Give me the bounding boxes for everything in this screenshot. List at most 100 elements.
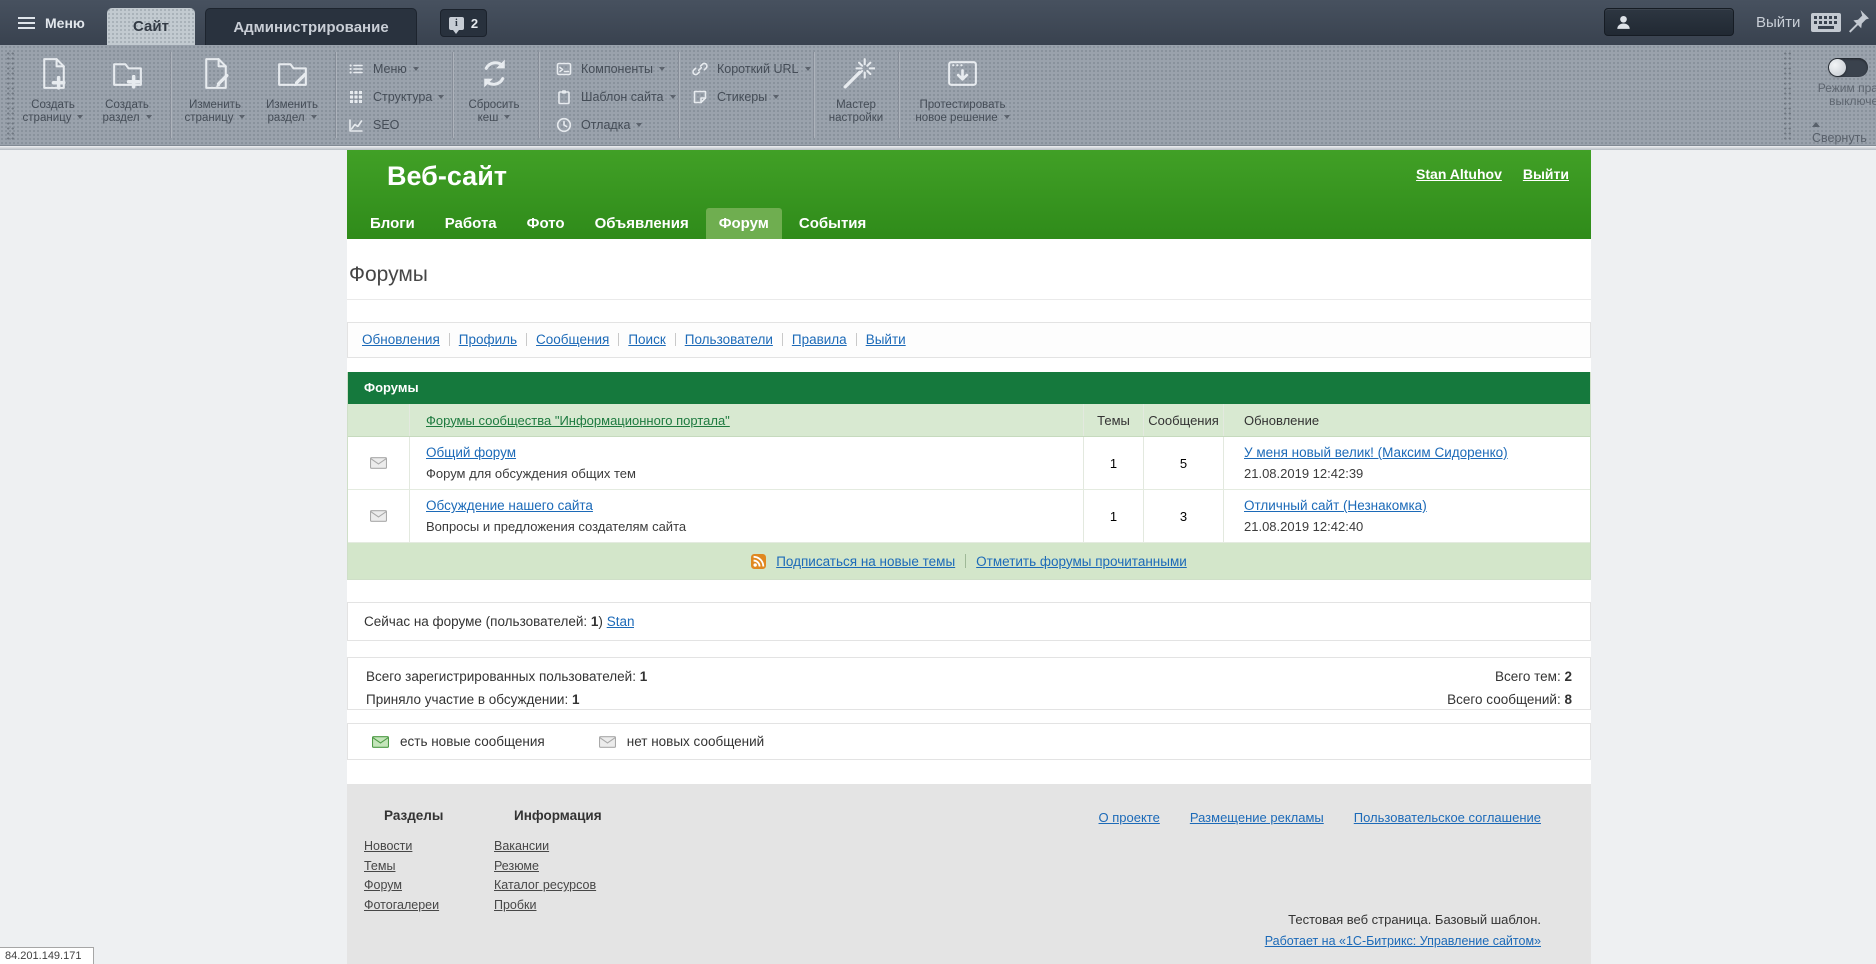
magic-wand-icon: [843, 58, 875, 89]
subscribe-link[interactable]: Подписаться на новые темы: [776, 553, 956, 569]
toolbar-item-short-url[interactable]: Короткий URL: [692, 55, 811, 83]
site-user-link[interactable]: Stan Altuhov: [1416, 166, 1502, 182]
item-label: Короткий URL: [717, 62, 799, 76]
envelope-no-new-icon: [370, 510, 387, 522]
nav-item-forum[interactable]: Форум: [705, 208, 782, 239]
footer-link-agreement[interactable]: Пользовательское соглашение: [1353, 810, 1541, 825]
edit-section-button[interactable]: Изменить раздел: [253, 52, 331, 125]
setup-wizard-button[interactable]: Мастер настройки: [815, 52, 897, 125]
mark-read-link[interactable]: Отметить форумы прочитанными: [976, 553, 1187, 569]
page-title: Форумы: [349, 263, 428, 286]
forum-menu-profile[interactable]: Профиль: [458, 332, 518, 347]
footer-top-links: О проекте Размещение рекламы Пользовател…: [1099, 810, 1541, 825]
stat-value: 8: [1564, 692, 1572, 707]
topics-cell: 1: [1084, 490, 1144, 542]
toolbar-drag-handle[interactable]: [1783, 51, 1792, 140]
toolbar-item-site-template[interactable]: Шаблон сайта: [556, 83, 676, 111]
footer-column-title: Разделы: [384, 808, 444, 823]
toolbar-item-stickers[interactable]: Стикеры: [692, 83, 811, 111]
footer-link-news[interactable]: Новости: [364, 839, 413, 853]
test-solution-button[interactable]: Протестировать новое решение: [900, 52, 1025, 125]
site-header: Веб-сайт Stan Altuhov Выйти Блоги Работа…: [347, 150, 1591, 239]
tab-admin[interactable]: Администрирование: [205, 8, 417, 45]
toolbar-item-structure[interactable]: Структура: [348, 83, 445, 111]
forum-link[interactable]: Обсуждение нашего сайта: [426, 498, 593, 513]
reset-cache-button[interactable]: Сбросить кеш: [455, 52, 533, 125]
collapse-toolbar-button[interactable]: Свернуть: [1812, 117, 1876, 145]
gauge-icon: [556, 117, 572, 133]
footer-link-resume[interactable]: Резюме: [494, 858, 539, 873]
toolbar-item-seo[interactable]: SEO: [348, 111, 444, 139]
footer-link-traffic[interactable]: Пробки: [494, 897, 537, 912]
column-header-update: Обновление: [1244, 412, 1320, 428]
tab-site[interactable]: Сайт: [107, 8, 195, 45]
main-menu-button[interactable]: Меню: [18, 0, 85, 45]
pin-icon[interactable]: [1846, 9, 1870, 35]
online-users-box: Сейчас на форуме (пользователей: 1) Stan: [347, 602, 1591, 641]
footer-info-column: Информация Вакансии Резюме Каталог ресур…: [494, 808, 602, 915]
folder-edit-icon: [277, 63, 307, 87]
toolbar-item-components[interactable]: Компоненты: [556, 55, 676, 83]
footer-link-galleries[interactable]: Фотогалереи: [364, 897, 440, 912]
footer-link-about[interactable]: О проекте: [1098, 810, 1160, 825]
forum-group-link[interactable]: Форумы сообщества "Информационного порта…: [426, 412, 730, 428]
site-footer: Разделы Новости Темы Форум Фотогалереи И…: [347, 784, 1591, 964]
forum-link[interactable]: Общий форум: [426, 445, 517, 460]
button-label: новое решение: [915, 112, 998, 124]
create-section-button[interactable]: Создать раздел: [88, 52, 166, 125]
nav-item-events[interactable]: События: [798, 215, 867, 232]
keyboard-icon[interactable]: [1810, 12, 1842, 33]
admin-toolbar: Создать страницу Создать раздел Изменить…: [0, 45, 1876, 150]
forum-menu-users[interactable]: Пользователи: [684, 332, 773, 347]
forum-description: Форум для обсуждения общих тем: [426, 466, 636, 481]
edit-page-button[interactable]: Изменить страницу: [176, 52, 254, 125]
footer-link-forum[interactable]: Форум: [364, 878, 402, 892]
toolbar-separator: [813, 52, 815, 138]
forum-menu-messages[interactable]: Сообщения: [536, 332, 610, 347]
footer-link-vacancies[interactable]: Вакансии: [494, 839, 550, 853]
forum-menu-updates[interactable]: Обновления: [362, 332, 440, 347]
toolbar-item-menu[interactable]: Меню: [348, 55, 444, 83]
person-icon: [1617, 15, 1630, 29]
info-bubble-icon: i: [448, 16, 464, 34]
site-logout-link[interactable]: Выйти: [1522, 166, 1569, 182]
toolbar-drag-handle[interactable]: [6, 51, 15, 140]
button-label: Изменить: [189, 99, 241, 111]
footer-note-text: Тестовая веб страница. Базовый шаблон.: [1288, 912, 1541, 927]
stat-label: Всего тем:: [1494, 669, 1561, 684]
terminal-icon: [556, 62, 572, 76]
nav-item-photo[interactable]: Фото: [526, 215, 565, 232]
edit-mode-line2: выключен: [1829, 94, 1876, 108]
footer-link-catalog[interactable]: Каталог ресурсов: [494, 878, 597, 892]
button-label: Мастер: [836, 99, 876, 111]
button-label: Изменить: [266, 99, 318, 111]
dropdown-arrow-icon: [310, 115, 317, 119]
notification-count: 2: [470, 15, 479, 31]
site-page: Веб-сайт Stan Altuhov Выйти Блоги Работа…: [347, 150, 1591, 964]
nav-item-blogs[interactable]: Блоги: [370, 215, 415, 232]
toolbar-item-debug[interactable]: Отладка: [556, 111, 676, 139]
notifications-button[interactable]: i 2: [440, 9, 487, 37]
user-profile-button[interactable]: [1604, 8, 1734, 36]
powered-by-link[interactable]: Работает на «1С-Битрикс: Управление сайт…: [1264, 934, 1541, 948]
last-post-link[interactable]: Отличный сайт (Незнакомка): [1244, 498, 1427, 513]
forum-menu-rules[interactable]: Правила: [791, 332, 847, 347]
forum-user-menu: Обновления Профиль Сообщения Поиск Пользоват…: [347, 322, 1591, 358]
footer-link-topics[interactable]: Темы: [364, 858, 396, 873]
button-label: Создать: [31, 99, 75, 111]
nav-item-ads[interactable]: Объявления: [594, 215, 689, 232]
forum-menu-logout[interactable]: Выйти: [865, 332, 906, 347]
forum-group-cell: Форумы сообщества "Информационного порта…: [410, 404, 1084, 436]
table-row: Общий форум Форум для обсуждения общих т…: [348, 437, 1590, 490]
admin-logout-link[interactable]: Выйти: [1756, 14, 1801, 31]
dropdown-arrow-icon: [669, 95, 676, 99]
footer-link-advertising[interactable]: Размещение рекламы: [1189, 810, 1324, 825]
create-page-button[interactable]: Создать страницу: [14, 52, 92, 125]
toolbar-separator: [452, 52, 454, 138]
online-user-link[interactable]: Stan: [606, 614, 635, 629]
forum-menu-search[interactable]: Поиск: [628, 332, 666, 347]
last-post-link[interactable]: У меня новый велик! (Максим Сидоренко): [1244, 445, 1508, 460]
nav-item-work[interactable]: Работа: [444, 215, 497, 232]
edit-mode-toggle[interactable]: [1828, 58, 1868, 77]
last-post-cell: У меня новый велик! (Максим Сидоренко) 2…: [1224, 437, 1590, 489]
